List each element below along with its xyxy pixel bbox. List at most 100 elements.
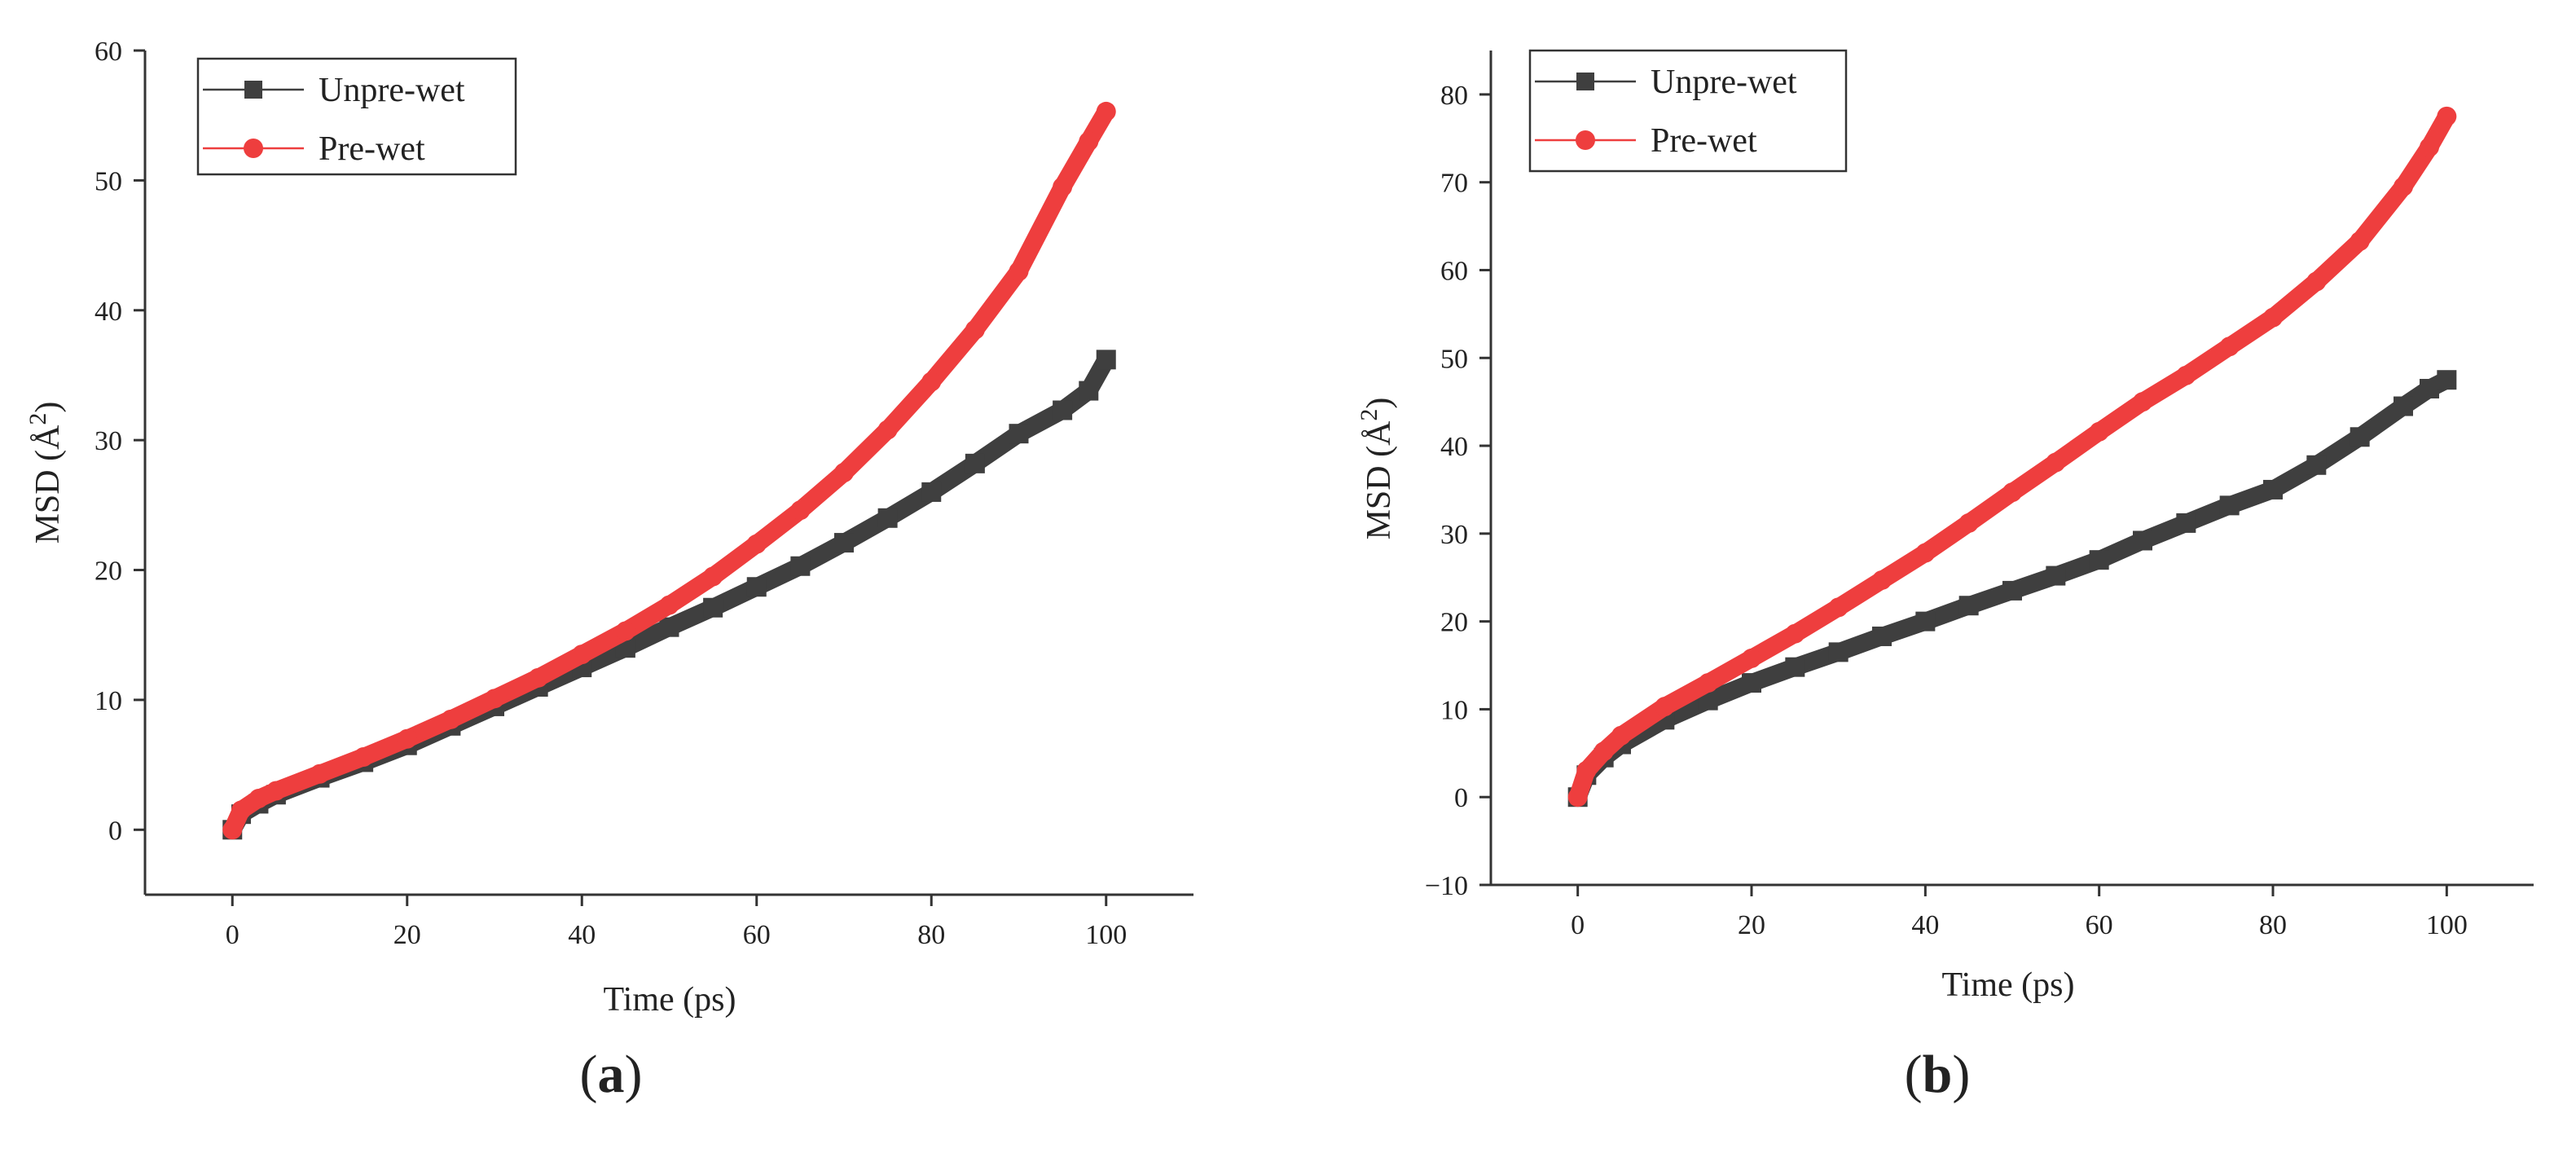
data-point [2002,482,2022,503]
y-tick-label: 50 [95,166,122,196]
data-point [965,453,985,473]
data-point [2350,231,2370,251]
data-point [1009,424,1029,444]
data-point [1594,742,1614,762]
data-point [1096,350,1116,370]
data-point [921,372,942,392]
data-point [1053,400,1073,420]
panel-label: (b) [1905,1045,1971,1104]
data-point [2219,337,2240,357]
data-point [485,689,504,709]
data-point [2394,177,2413,197]
y-axis-title: MSD (Å2) [1356,398,1398,540]
data-point [2089,421,2109,442]
data-point [441,709,461,729]
y-tick-label: −10 [1425,871,1468,901]
legend-label: Pre-wet [1651,122,1757,160]
y-tick-label: 40 [1440,432,1468,462]
data-point [2002,580,2022,601]
data-point [2263,479,2283,499]
y-tick-label: 80 [1440,81,1468,111]
data-point [877,508,898,528]
y-tick-label: 40 [95,297,122,327]
x-tick-label: 20 [393,920,421,950]
data-point [2306,271,2327,292]
data-point [1576,760,1597,781]
legend-square-marker [244,81,262,99]
series-pre-wet [1567,106,2457,808]
legend: Unpre-wet Pre-wet [1528,49,1848,173]
data-point [2437,106,2457,126]
data-point [2089,550,2109,570]
y-tick-label: 60 [95,37,122,67]
x-tick-label: 80 [917,920,945,950]
legend-box [1528,49,1848,173]
y-tick-label: 60 [1440,256,1468,286]
chart-panel-b: 0 20 40 60 80 100 −10 0 10 20 30 40 50 60 70 80 Time (ps… [1356,49,2534,1104]
x-axis-title: Time (ps) [604,981,736,1019]
data-point [2306,455,2327,475]
data-point [1567,787,1588,808]
x-tick-label: 40 [568,920,596,950]
data-point [659,617,679,637]
data-point [1742,648,1761,668]
legend-circle-marker [244,139,263,158]
data-point [1958,596,1979,616]
data-point [2350,427,2370,447]
data-point [2263,307,2283,328]
data-point [2046,452,2066,473]
data-point [2420,137,2439,157]
data-point [2133,530,2152,551]
data-point [1785,623,1805,644]
data-point [1915,611,1936,632]
data-point [877,420,898,440]
y-tick-label: 10 [1440,695,1468,725]
data-point [703,566,723,587]
legend-square-marker [1576,73,1594,90]
data-point [615,621,635,641]
data-point [1915,543,1936,563]
data-point [834,533,854,553]
data-point [1872,570,1892,590]
y-tick-label: 10 [95,686,122,716]
x-tick-label: 80 [2259,910,2287,940]
data-point [965,319,985,340]
y-tick-label: 0 [1454,783,1468,813]
data-point [1698,673,1718,693]
data-point [354,747,374,768]
data-point [746,534,767,554]
data-point [2046,565,2066,586]
data-point [2437,370,2457,390]
data-point [1611,725,1631,746]
x-tick-label: 60 [743,920,771,950]
data-point [1872,626,1892,646]
data-point [834,463,854,482]
data-point [1096,101,1116,121]
x-tick-label: 0 [226,920,240,950]
legend-label: Pre-wet [319,130,425,168]
data-point [1742,673,1761,693]
legend-label: Unpre-wet [319,72,465,109]
y-tick-label: 20 [95,557,122,587]
legend-label: Unpre-wet [1651,64,1797,101]
x-tick-label: 20 [1738,910,1765,940]
data-point [790,500,811,521]
data-point [1828,597,1848,618]
legend-circle-marker [1576,130,1595,150]
data-point [1079,131,1099,152]
data-point [1009,261,1029,281]
data-point [703,597,723,618]
data-point [1785,657,1805,677]
data-point [1079,381,1099,401]
x-tick-label: 100 [1085,920,1127,950]
y-axis-title: MSD (Å2) [24,402,67,544]
data-point [659,595,679,615]
panel-label: (a) [580,1045,643,1104]
data-point [222,820,243,840]
data-point [397,728,417,749]
data-point [1053,177,1073,197]
data-point [2420,378,2439,398]
data-point [2133,392,2152,412]
x-axis-title: Time (ps) [1942,966,2075,1004]
